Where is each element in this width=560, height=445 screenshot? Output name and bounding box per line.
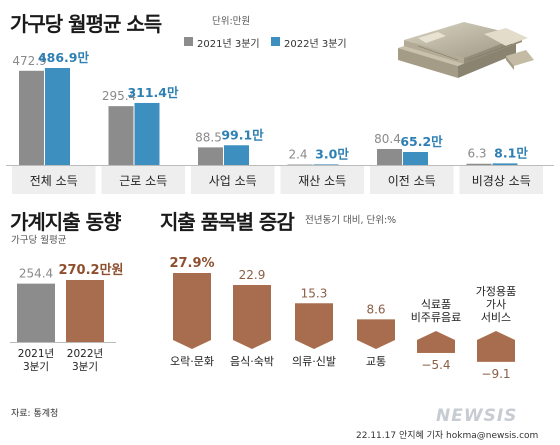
income-chart-title: 가구당 월평균 소득 bbox=[10, 12, 162, 36]
item-bar-pointer bbox=[357, 340, 395, 349]
income-category-label: 이전 소득 bbox=[388, 174, 436, 188]
spending-value-label: 254.4 bbox=[19, 267, 53, 281]
income-category-bg bbox=[459, 166, 543, 194]
item-value-label: 27.9% bbox=[169, 256, 214, 271]
income-value-2022: 311.4만 bbox=[127, 85, 179, 100]
money-stack-shapes bbox=[398, 22, 534, 78]
income-baseline bbox=[6, 165, 554, 166]
spending-bar-2022 bbox=[66, 280, 104, 342]
spending-bar-2021 bbox=[17, 283, 55, 342]
item-bar-pointer bbox=[417, 331, 455, 340]
income-bar-2022 bbox=[492, 163, 518, 165]
income-value-2022: 486.9만 bbox=[38, 50, 90, 65]
legend-swatch-2022 bbox=[271, 37, 280, 46]
item-bar bbox=[295, 303, 333, 340]
income-value-2022: 3.0만 bbox=[315, 146, 349, 161]
item-bar-pointer bbox=[477, 331, 515, 340]
income-value-2021: 295.4 bbox=[102, 89, 136, 103]
item-category-label: 의류·신발 bbox=[292, 355, 336, 368]
item-bar bbox=[417, 340, 455, 353]
income-category-label: 재산 소득 bbox=[298, 174, 346, 188]
legend-label-2022: 2022년 3분기 bbox=[284, 39, 347, 50]
credit-line: 22.11.17 안지혜 기자 hokma@newsis.com bbox=[356, 431, 539, 441]
item-value-label: 22.9 bbox=[239, 268, 266, 282]
item-bar-pointer bbox=[173, 340, 211, 349]
income-bar-2021 bbox=[19, 70, 44, 165]
spending-baseline bbox=[10, 342, 116, 343]
item-bar bbox=[173, 273, 211, 340]
income-value-2022: 99.1만 bbox=[221, 127, 264, 142]
income-bar-2021 bbox=[108, 106, 134, 165]
items-chart-title: 지출 품목별 증감 bbox=[160, 210, 295, 234]
income-value-2021: 88.5 bbox=[195, 130, 222, 144]
item-bar bbox=[477, 340, 515, 362]
income-value-2021: 6.3 bbox=[467, 147, 486, 161]
income-value-2022: 65.2만 bbox=[400, 134, 443, 149]
legend-swatch-2021 bbox=[184, 37, 193, 46]
item-bar-pointer bbox=[233, 340, 271, 349]
item-value-label: −9.1 bbox=[481, 367, 510, 381]
item-category-label: 음식·숙박 bbox=[230, 355, 274, 368]
spending-category-label: 2022년 3분기 bbox=[67, 348, 103, 373]
income-category-bg bbox=[370, 166, 454, 194]
income-bar-2022 bbox=[403, 152, 428, 165]
item-category-label: 식료품 비주류음료 bbox=[411, 298, 462, 324]
newsis-watermark: NEWSIS bbox=[436, 406, 518, 426]
income-category-label: 근로 소득 bbox=[119, 174, 167, 188]
items-unit-label: 전년동기 대비, 단위:% bbox=[305, 215, 397, 226]
money-stack-drawing bbox=[398, 22, 534, 78]
spending-chart-title: 가계지출 동향 bbox=[10, 210, 121, 234]
income-category-bg bbox=[101, 166, 185, 194]
income-unit-label: 단위:만원 bbox=[212, 16, 251, 27]
income-category-bg bbox=[12, 166, 96, 194]
income-value-2022: 8.1만 bbox=[494, 145, 528, 160]
income-category-label: 사업 소득 bbox=[209, 174, 257, 188]
item-bar bbox=[357, 319, 395, 340]
income-bar-2021 bbox=[466, 163, 492, 165]
item-category-label: 오락·문화 bbox=[170, 355, 214, 368]
item-bar bbox=[233, 285, 271, 340]
income-bar-2021 bbox=[198, 147, 223, 165]
income-bar-2022 bbox=[313, 164, 339, 165]
item-value-label: −5.4 bbox=[421, 358, 450, 372]
income-value-2021: 472.9 bbox=[12, 54, 46, 68]
item-value-label: 15.3 bbox=[301, 286, 328, 300]
income-bar-2021 bbox=[377, 148, 402, 165]
money-stack-image bbox=[388, 16, 538, 84]
income-bar-2022 bbox=[224, 145, 249, 165]
item-bar-pointer bbox=[295, 340, 333, 349]
spending-category-label: 2021년 3분기 bbox=[18, 348, 54, 373]
spending-subtitle: 가구당 월평균 bbox=[11, 235, 67, 246]
income-bar-2022 bbox=[45, 68, 70, 165]
income-bar-2022 bbox=[134, 102, 160, 165]
spending-value-label: 270.2만원 bbox=[58, 262, 123, 278]
legend-label-2021: 2021년 3분기 bbox=[197, 39, 260, 50]
item-value-label: 8.6 bbox=[366, 302, 385, 316]
income-category-label: 비경상 소득 bbox=[472, 174, 531, 188]
source-note: 자료: 통계청 bbox=[11, 409, 59, 419]
income-category-label: 전체 소득 bbox=[30, 174, 78, 188]
income-category-bg bbox=[191, 166, 275, 194]
income-value-2021: 80.4 bbox=[374, 132, 401, 146]
item-category-label: 가정용품 가사 서비스 bbox=[476, 285, 516, 324]
item-category-label: 교통 bbox=[366, 355, 386, 368]
income-value-2021: 2.4 bbox=[288, 148, 307, 162]
income-category-bg bbox=[280, 166, 364, 194]
